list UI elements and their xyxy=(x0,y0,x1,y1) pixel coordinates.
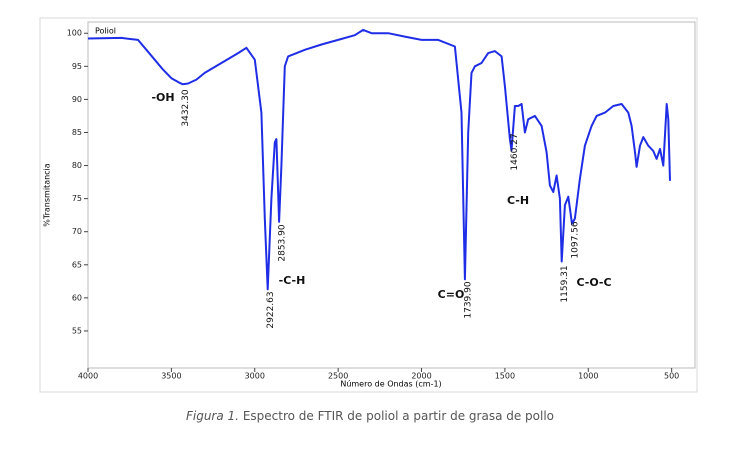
chart-frame xyxy=(39,17,698,393)
x-tick-label: 500 xyxy=(664,372,679,381)
y-tick-label: 55 xyxy=(72,326,82,335)
y-tick-label: 80 xyxy=(72,161,82,170)
x-axis-label: Número de Ondas (cm-1) xyxy=(340,380,441,389)
x-tick-label: 1000 xyxy=(578,372,598,381)
y-tick-label: 95 xyxy=(72,62,82,71)
x-tick-label: 3500 xyxy=(161,372,181,381)
y-tick-label: 70 xyxy=(72,227,82,236)
plot-frame xyxy=(87,21,696,369)
x-tick-label: 3000 xyxy=(245,372,265,381)
y-axis-label: %Transmitancia xyxy=(43,163,52,226)
peak-label: 2853.90 xyxy=(278,224,288,261)
peak-label: 1460.27 xyxy=(510,133,520,170)
caption-text: Espectro de FTIR de poliol a partir de g… xyxy=(243,409,554,423)
y-tick-label: 75 xyxy=(72,194,82,203)
group-label: -OH xyxy=(151,91,174,104)
peak-label: 2922.63 xyxy=(266,291,276,328)
peak-label: 3432.30 xyxy=(181,89,191,126)
y-tick-label: 65 xyxy=(72,260,82,269)
series-name: Poliol xyxy=(95,27,116,36)
group-label: -C-H xyxy=(279,274,306,287)
peak-label: 1739.90 xyxy=(463,281,473,318)
caption: Figura 1. Espectro de FTIR de poliol a p… xyxy=(186,409,554,423)
group-label: C=O xyxy=(438,288,465,301)
y-tick-label: 60 xyxy=(72,293,82,302)
spectrum-line xyxy=(87,28,671,291)
group-label: C-H xyxy=(507,194,529,207)
y-tick-label: 85 xyxy=(72,128,82,137)
peak-label: 1097.56 xyxy=(571,221,581,258)
x-tick-label: 1500 xyxy=(495,372,515,381)
peak-label: 1159.31 xyxy=(560,265,570,302)
group-label: C-O-C xyxy=(576,276,611,289)
x-tick-label: 2500 xyxy=(328,372,348,381)
x-tick-label: 4000 xyxy=(78,372,98,381)
y-tick-label: 100 xyxy=(67,29,82,38)
y-tick-label: 90 xyxy=(72,95,82,104)
caption-prefix: Figura 1. xyxy=(186,409,239,423)
x-tick-label: 2000 xyxy=(411,372,431,381)
